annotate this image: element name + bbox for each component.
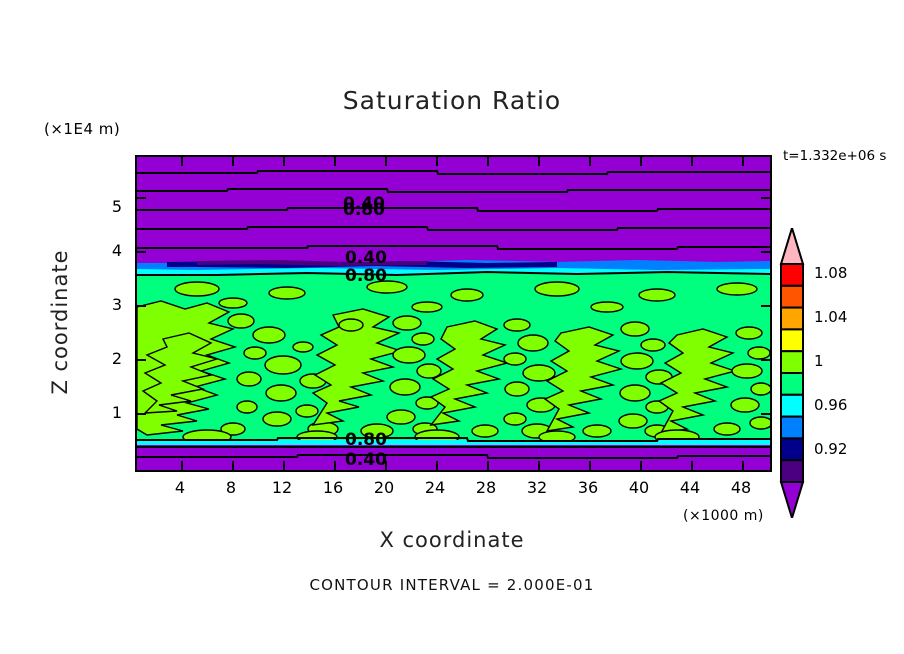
colorbar-band: [780, 372, 804, 396]
mottled-chartreuse-patches: [137, 280, 770, 445]
contour-label-1: 0.80: [343, 200, 385, 220]
x-tick-label: 16: [322, 478, 344, 497]
x-tick-label: 40: [628, 478, 650, 497]
colorbar-band: [780, 328, 804, 353]
x-tick-label: 28: [475, 478, 497, 497]
colorbar-band: [780, 263, 804, 287]
y-tick-label: 5: [111, 197, 122, 216]
x-tick-label: 36: [577, 478, 599, 497]
region-lower-unsaturated: [137, 445, 770, 470]
contour-label-4: 0.80: [345, 430, 387, 450]
saturation-front-upper: [137, 270, 770, 277]
colorbar-band: [780, 393, 804, 418]
colorbar-label: 0.96: [814, 396, 848, 414]
colorbar: [779, 224, 805, 522]
contour-plot: 0.40 0.80 0.40 0.80 0.80 0.40: [135, 155, 772, 472]
x-tick-label: 32: [526, 478, 548, 497]
colorbar-label: 1: [814, 352, 824, 370]
y-tick-label: 1: [111, 403, 122, 422]
colorbar-band: [780, 415, 804, 440]
colorbar-band: [780, 306, 804, 331]
x-tick-label: 4: [174, 478, 186, 497]
y-tick-label: 3: [111, 295, 122, 314]
x-axis-units: (×1000 m): [683, 508, 764, 524]
colorbar-label: 0.92: [814, 440, 848, 458]
page-title: Saturation Ratio: [342, 86, 562, 115]
contour-label-group: 0.40 0.80 0.40 0.80 0.80 0.40: [343, 194, 387, 470]
contour-plot-svg: 0.40 0.80 0.40 0.80 0.80 0.40: [137, 157, 770, 470]
lower-contour-lines: [137, 437, 770, 459]
contour-label-0: 0.40: [343, 194, 385, 214]
colorbar-band: [780, 459, 804, 483]
timestamp-label: t=1.332e+06 s: [783, 148, 887, 164]
y-tick-label: 2: [111, 349, 122, 368]
y-tick-label: 4: [111, 241, 122, 260]
region-transition-indigo: [197, 260, 427, 266]
axis-tickmarks: [137, 157, 770, 470]
colorbar-over-cap: [779, 224, 805, 265]
y-axis-units: (×1E4 m): [44, 120, 121, 138]
colorbar-band: [780, 284, 804, 309]
x-tick-label: 12: [271, 478, 293, 497]
x-tick-label: 44: [679, 478, 701, 497]
x-tick-label: 20: [373, 478, 395, 497]
contour-interval-caption: CONTOUR INTERVAL = 2.000E-01: [309, 576, 595, 594]
contour-label-3: 0.80: [345, 266, 387, 286]
contour-label-5: 0.40: [345, 450, 387, 470]
colorbar-label: 1.04: [814, 308, 848, 326]
colorbar-band: [780, 437, 804, 462]
contour-label-2: 0.40: [345, 248, 387, 268]
x-tick-label: 48: [730, 478, 752, 497]
x-axis-title: X coordinate: [379, 528, 525, 552]
x-tick-label: 8: [225, 478, 237, 497]
x-tick-label: 24: [424, 478, 446, 497]
y-axis-title: Z coordinate: [48, 249, 72, 395]
colorbar-label: 1.08: [814, 264, 848, 282]
colorbar-svg: [779, 224, 805, 522]
colorbar-under-cap: [779, 481, 805, 522]
colorbar-band: [780, 350, 804, 374]
